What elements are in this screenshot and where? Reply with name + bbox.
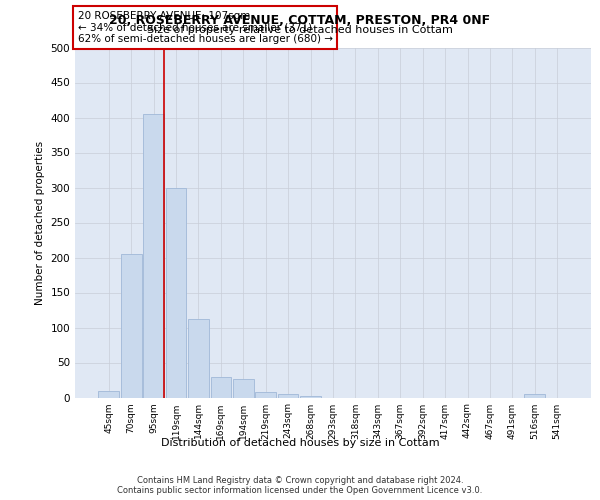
Text: Distribution of detached houses by size in Cottam: Distribution of detached houses by size … xyxy=(161,438,439,448)
Y-axis label: Number of detached properties: Number of detached properties xyxy=(35,140,45,304)
Bar xyxy=(278,394,298,398)
Bar xyxy=(143,114,164,398)
Text: Size of property relative to detached houses in Cottam: Size of property relative to detached ho… xyxy=(147,25,453,35)
Text: 20 ROSEBERRY AVENUE: 107sqm
← 34% of detached houses are smaller (371)
62% of se: 20 ROSEBERRY AVENUE: 107sqm ← 34% of det… xyxy=(77,11,332,44)
Bar xyxy=(233,380,254,398)
Bar xyxy=(98,390,119,398)
Bar xyxy=(166,188,187,398)
Text: 20, ROSEBERRY AVENUE, COTTAM, PRESTON, PR4 0NF: 20, ROSEBERRY AVENUE, COTTAM, PRESTON, P… xyxy=(109,14,491,27)
Text: Contains HM Land Registry data © Crown copyright and database right 2024.
Contai: Contains HM Land Registry data © Crown c… xyxy=(118,476,482,495)
Bar xyxy=(524,394,545,398)
Bar xyxy=(300,396,321,398)
Bar xyxy=(256,392,276,398)
Bar xyxy=(211,376,231,398)
Bar xyxy=(121,254,142,398)
Bar xyxy=(188,319,209,398)
